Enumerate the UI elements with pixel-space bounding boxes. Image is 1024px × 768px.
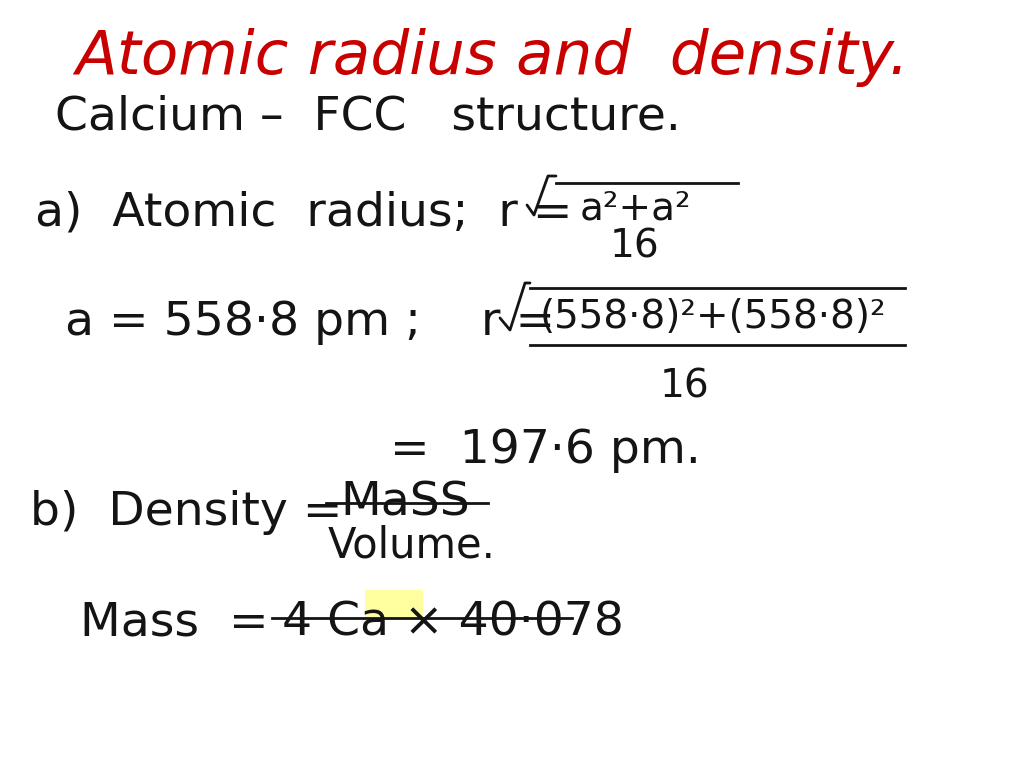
Text: Calcium –  FCC   structure.: Calcium – FCC structure. xyxy=(55,95,681,140)
Text: (558·8)²+(558·8)²: (558·8)²+(558·8)² xyxy=(540,298,887,336)
Text: 4 Ca × 40·078: 4 Ca × 40·078 xyxy=(282,600,624,645)
Text: Atomic radius and  density.: Atomic radius and density. xyxy=(75,28,908,87)
Text: 16: 16 xyxy=(660,368,710,406)
Text: a)  Atomic  radius;  r =: a) Atomic radius; r = xyxy=(35,190,572,235)
Text: a²+a²: a²+a² xyxy=(580,190,691,228)
Text: MaSS: MaSS xyxy=(340,480,470,525)
Text: Volume.: Volume. xyxy=(328,525,496,567)
Text: b)  Density =: b) Density = xyxy=(30,490,342,535)
Text: =  197·6 pm.: = 197·6 pm. xyxy=(390,428,700,473)
Text: 16: 16 xyxy=(610,228,659,266)
Bar xyxy=(365,590,423,620)
Text: a = 558·8 pm ;    r =: a = 558·8 pm ; r = xyxy=(65,300,555,345)
Text: Mass  =: Mass = xyxy=(80,600,268,645)
